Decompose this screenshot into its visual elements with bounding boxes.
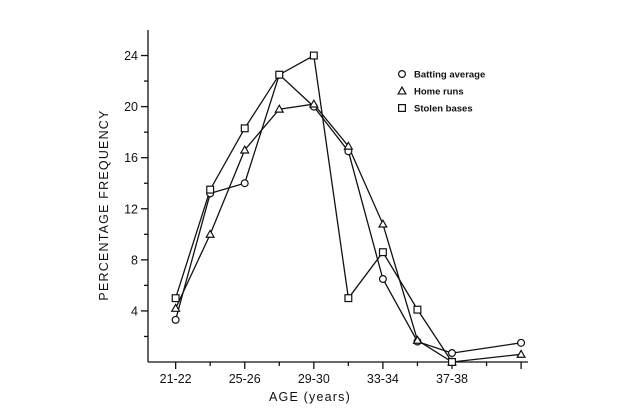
x-ticks: 21-22 25-26 29-30 33-34 37-38 (160, 362, 522, 386)
axes (147, 30, 528, 363)
data-point-square (344, 294, 353, 303)
x-tick-label: 29-30 (298, 372, 330, 386)
data-point-square (240, 124, 249, 133)
y-tick-label: 12 (124, 202, 138, 216)
data-point-circle (378, 275, 387, 284)
y-tick-label: 24 (124, 49, 138, 63)
data-point-triangle (205, 229, 216, 238)
x-tick-label: 37-38 (436, 372, 468, 386)
data-point-circle (517, 338, 526, 347)
y-tick-label: 20 (124, 100, 138, 114)
x-tick-label: 25-26 (229, 372, 261, 386)
x-tick-label: 33-34 (367, 372, 399, 386)
data-point-triangle (170, 303, 181, 312)
data-point-square (448, 358, 457, 367)
y-tick-label: 8 (131, 253, 138, 267)
series-line-circle (174, 73, 522, 354)
legend-marker-circle (398, 69, 407, 78)
series-markers (170, 51, 527, 367)
data-point-triangle (343, 141, 354, 150)
data-point-square (171, 294, 180, 303)
series-line-triangle (175, 103, 522, 363)
data-point-square (275, 70, 284, 79)
y-axis-title: PERCENTAGE FREQUENCY (97, 109, 111, 300)
data-point-triangle (516, 349, 527, 358)
legend-label: Home runs (414, 87, 464, 98)
legend-label: Batting average (414, 70, 485, 81)
legend-marker-square (398, 103, 407, 112)
data-point-triangle (239, 144, 250, 154)
data-point-triangle (412, 335, 423, 344)
y-tick-label: 4 (131, 304, 138, 318)
series-lines (174, 54, 522, 363)
data-point-triangle (308, 98, 319, 108)
data-point-triangle (377, 218, 388, 228)
x-axis-title: AGE (years) (269, 390, 351, 404)
data-point-square (413, 305, 422, 314)
data-point-circle (171, 315, 180, 324)
data-point-triangle (274, 104, 285, 113)
data-point-circle (240, 179, 249, 188)
y-tick-label: 16 (124, 151, 138, 165)
data-point-square (378, 248, 387, 257)
data-point-square (309, 51, 318, 60)
x-tick-label: 21-22 (160, 372, 192, 386)
data-point-square (206, 185, 215, 194)
legend-label: Stolen bases (414, 104, 473, 115)
y-ticks: 4 8 12 16 20 24 (124, 49, 148, 338)
data-point-circle (448, 349, 457, 358)
legend: Batting average Home runs Stolen bases (397, 69, 485, 115)
legend-marker-triangle (397, 85, 407, 95)
